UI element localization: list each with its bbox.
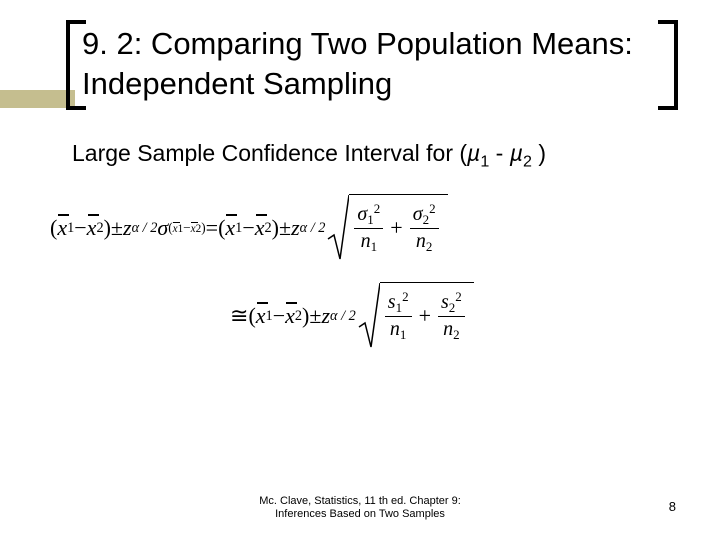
radical-2: s12 n1 + s22 n2 xyxy=(358,283,474,349)
title-block: 9. 2: Comparing Two Population Means: In… xyxy=(72,20,672,109)
bracket-left-icon xyxy=(66,20,86,110)
mu-symbol: µ xyxy=(467,140,480,166)
sub-2a: 2 xyxy=(96,220,103,237)
approx: ≅ xyxy=(230,303,248,329)
z-c: z xyxy=(321,303,330,329)
rparen-b: ) xyxy=(272,215,279,241)
xbar-1c: x xyxy=(256,303,266,329)
mu-sub-1: 1 xyxy=(480,153,489,171)
radical-sign-icon xyxy=(327,195,349,261)
formula-area: ( x1 − x2 ) ± zα / 2 σ(x1−x2) = ( x1 − x… xyxy=(50,195,680,349)
slide-title: 9. 2: Comparing Two Population Means: In… xyxy=(72,20,672,109)
subtitle-mid: - xyxy=(489,140,509,166)
plus-2: + xyxy=(419,303,431,329)
footer-line-1: Mc. Clave, Statistics, 11 th ed. Chapter… xyxy=(0,495,720,509)
xbar-sub-2: x xyxy=(191,223,196,235)
radical-body-2: s12 n1 + s22 n2 xyxy=(380,282,474,348)
frac-s2: s22 n2 xyxy=(438,288,465,344)
pm-a: ± xyxy=(111,215,123,241)
plus-1: + xyxy=(390,215,402,241)
subtitle-prefix: Large Sample Confidence Interval for ( xyxy=(72,140,467,166)
formula-row-1: ( x1 − x2 ) ± zα / 2 σ(x1−x2) = ( x1 − x… xyxy=(50,195,680,261)
frac-s1: s12 n1 xyxy=(385,288,412,344)
slide-subtitle: Large Sample Confidence Interval for (µ1… xyxy=(72,140,546,172)
xbar-2b: x xyxy=(255,215,265,241)
footer-citation: Mc. Clave, Statistics, 11 th ed. Chapter… xyxy=(0,495,720,523)
z-a: z xyxy=(123,215,132,241)
footer-line-2: Inferences Based on Two Samples xyxy=(0,508,720,522)
alpha-half-a: α / 2 xyxy=(132,220,158,237)
page-number: 8 xyxy=(669,499,676,514)
xbar-1: x xyxy=(57,215,67,241)
radical-sign-icon-2 xyxy=(358,283,380,349)
bracket-right-icon xyxy=(658,20,678,110)
frac-sigma1: σ12 n1 xyxy=(354,200,383,256)
sub-2b: 2 xyxy=(265,220,272,237)
sub-1a: 1 xyxy=(67,220,74,237)
frac-sigma2: σ22 n2 xyxy=(410,200,439,256)
radical-1: σ12 n1 + σ22 n2 xyxy=(327,195,447,261)
sub-1c: 1 xyxy=(266,308,273,325)
eq: = xyxy=(206,215,218,241)
alpha-half-b: α / 2 xyxy=(300,220,326,237)
pm-c: ± xyxy=(309,303,321,329)
accent-bar xyxy=(0,90,75,108)
radical-body-1: σ12 n1 + σ22 n2 xyxy=(349,194,447,260)
pm-b: ± xyxy=(279,215,291,241)
mu-symbol-2: µ xyxy=(510,140,523,166)
xbar-1b: x xyxy=(225,215,235,241)
rparen: ) xyxy=(104,215,111,241)
minus-a: − xyxy=(74,215,86,241)
minus-b: − xyxy=(242,215,254,241)
mu-sub-2: 2 xyxy=(523,153,532,171)
lparen-c: ( xyxy=(248,303,255,329)
rparen-c: ) xyxy=(302,303,309,329)
xbar-2: x xyxy=(87,215,97,241)
xbar-2c: x xyxy=(285,303,295,329)
subtitle-suffix: ) xyxy=(532,140,546,166)
z-b: z xyxy=(291,215,300,241)
alpha-half-c: α / 2 xyxy=(330,308,356,325)
xbar-sub-1: x xyxy=(173,223,178,235)
formula-row-2: ≅ ( x1 − x2 ) ± zα / 2 s12 n1 + s22 xyxy=(230,283,680,349)
sub-2c: 2 xyxy=(295,308,302,325)
sub-1b: 1 xyxy=(235,220,242,237)
sigma-outer: σ xyxy=(157,215,168,241)
sigma-subscript: (x1−x2) xyxy=(168,220,205,236)
minus-c: − xyxy=(273,303,285,329)
